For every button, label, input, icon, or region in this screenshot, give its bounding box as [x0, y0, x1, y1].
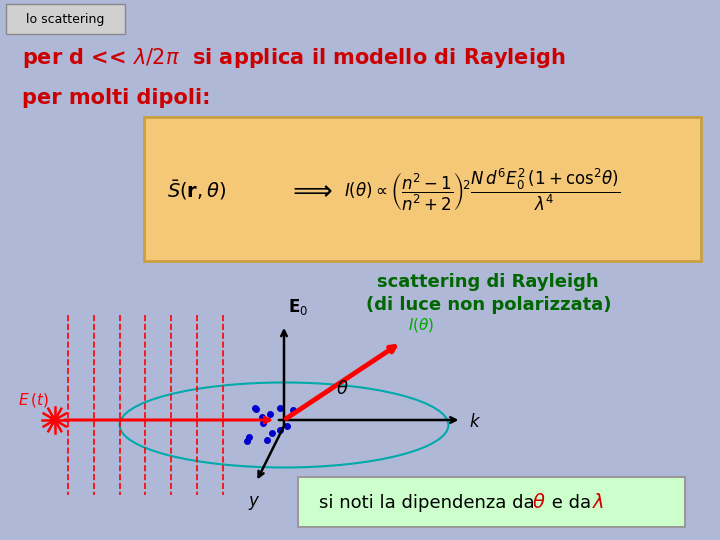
Text: scattering di Rayleigh: scattering di Rayleigh [377, 273, 599, 291]
Text: $\lambda$: $\lambda$ [592, 494, 604, 512]
FancyBboxPatch shape [6, 4, 125, 34]
Text: lo scattering: lo scattering [26, 14, 104, 26]
Text: $\bar{S}(\mathbf{r},\theta)$: $\bar{S}(\mathbf{r},\theta)$ [168, 178, 227, 202]
Text: $k$: $k$ [469, 413, 482, 431]
Text: $E\,(t)$: $E\,(t)$ [18, 391, 48, 409]
Text: $I(\theta)$: $I(\theta)$ [408, 316, 434, 334]
Text: per d << $\lambda/2\pi$  si applica il modello di Rayleigh: per d << $\lambda/2\pi$ si applica il mo… [22, 46, 565, 70]
Text: $y$: $y$ [248, 494, 261, 512]
Text: $\Longrightarrow$: $\Longrightarrow$ [287, 176, 333, 204]
Text: per molti dipoli:: per molti dipoli: [22, 88, 210, 108]
Text: $\theta$: $\theta$ [336, 380, 348, 398]
Text: e da: e da [546, 494, 591, 512]
Text: $\theta$: $\theta$ [532, 494, 546, 512]
FancyBboxPatch shape [145, 117, 701, 261]
Text: (di luce non polarizzata): (di luce non polarizzata) [366, 296, 611, 314]
Text: $I(\theta) \propto \left(\dfrac{n^2-1}{n^2+2}\right)^{\!2}\dfrac{N\,d^6 E_0^2\,(: $I(\theta) \propto \left(\dfrac{n^2-1}{n… [343, 167, 620, 213]
FancyBboxPatch shape [298, 477, 685, 527]
Text: si noti la dipendenza da: si noti la dipendenza da [319, 494, 534, 512]
Circle shape [51, 416, 59, 424]
Text: $\mathbf{E}_0$: $\mathbf{E}_0$ [288, 297, 308, 317]
